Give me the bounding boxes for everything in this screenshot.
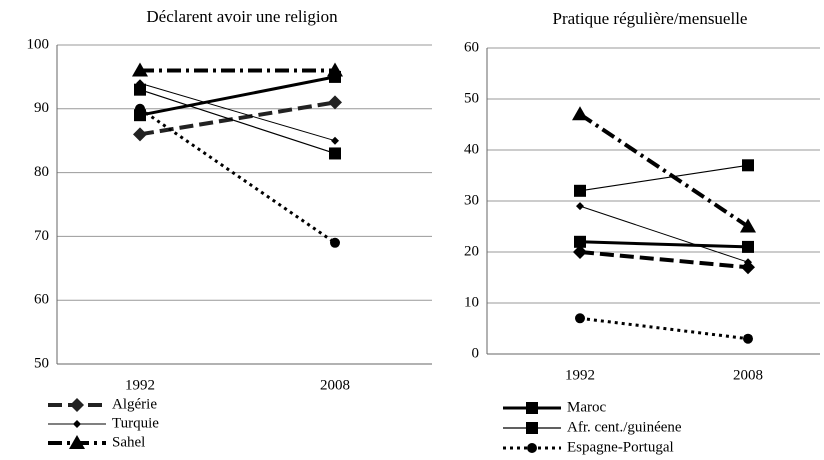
marker [135,103,145,114]
marker [73,420,81,428]
series-line [139,89,336,155]
x-tick-label: 1992 [565,367,595,383]
marker [743,333,753,344]
y-tick-label: 10 [464,294,479,310]
marker [574,235,586,248]
marker [575,313,585,324]
series-line [579,250,749,270]
marker [740,218,756,233]
y-tick-label: 30 [464,192,479,208]
marker [526,422,538,434]
marker [132,62,148,77]
marker [330,237,340,248]
marker [329,70,341,83]
marker [70,398,84,412]
marker [573,245,587,259]
series-line [139,75,336,117]
chart-title: Déclarent avoir une religion [146,7,338,26]
marker [329,147,341,160]
y-tick-label: 100 [27,36,50,52]
x-tick-label: 2008 [733,367,763,383]
y-tick-label: 40 [464,141,479,157]
series-line [139,100,336,137]
y-tick-label: 60 [34,292,49,308]
marker [744,258,752,267]
legend-label: Algérie [112,396,157,412]
x-tick-label: 2008 [320,377,350,393]
marker [742,159,754,172]
marker [572,106,588,121]
chart-title: Pratique régulière/mensuelle [553,9,748,28]
marker [741,260,755,275]
series-line [579,240,749,249]
y-tick-label: 20 [464,243,479,259]
marker [526,402,538,414]
y-tick-label: 0 [472,345,480,361]
marker [328,95,342,110]
legend-label: Afr. cent./guinéene [567,419,682,435]
marker [331,136,339,145]
y-tick-label: 60 [464,39,479,55]
y-tick-label: 50 [464,90,479,106]
marker [527,443,537,453]
marker [133,127,147,142]
series-line [578,112,750,229]
series-line [579,316,749,341]
series-line [579,164,749,192]
series-line [139,107,336,245]
x-tick-label: 1992 [125,377,155,393]
y-tick-label: 90 [34,100,49,116]
legend-label: Espagne-Portugal [567,439,674,455]
series-line [579,205,749,263]
legend-label: Maroc [567,399,606,415]
marker [574,184,586,197]
legend-label: Sahel [112,434,145,450]
series-line [139,82,336,142]
marker [134,83,146,96]
y-tick-label: 70 [34,228,49,244]
y-tick-label: 50 [34,355,49,371]
y-tick-label: 80 [34,164,49,180]
legend-label: Turquie [112,415,159,431]
marker [69,435,85,449]
marker [576,202,584,211]
marker [742,240,754,253]
